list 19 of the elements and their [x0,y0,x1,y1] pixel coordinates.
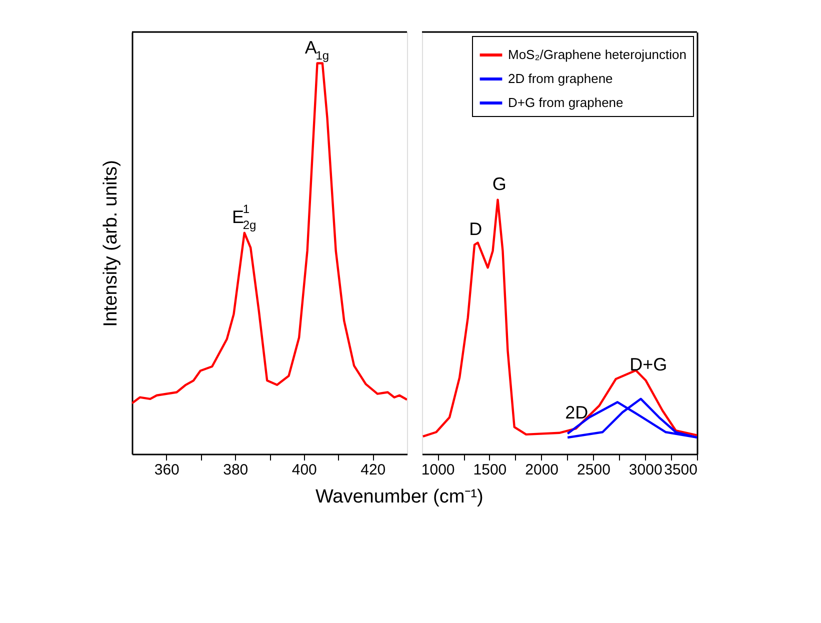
legend-label: 2D from graphene [508,71,613,86]
x-tick-label: 1500 [473,462,507,478]
x-tick-label: 380 [223,462,248,478]
x-tick-label: 3500 [664,462,698,478]
x-tick-label: 360 [154,462,180,478]
x-tick-label: 2500 [577,462,610,478]
legend-label: MoS₂/Graphene heterojunction [508,47,686,62]
legend-label: D+G from graphene [508,95,624,110]
annotation: G [492,174,506,194]
annotation: D+G [630,354,668,375]
annotation: D [469,218,482,239]
x-tick-label: 420 [360,462,386,478]
annotation: 2D [565,402,588,423]
x-tick-label: 2000 [525,462,559,478]
y-axis-title: Intensity (arb. units) [100,160,122,327]
x-tick-label: 1000 [421,462,455,478]
x-axis-title: Wavenumber (cm⁻¹) [315,486,484,508]
x-tick-label: 3000 [628,462,662,478]
x-tick-label: 400 [292,462,317,478]
